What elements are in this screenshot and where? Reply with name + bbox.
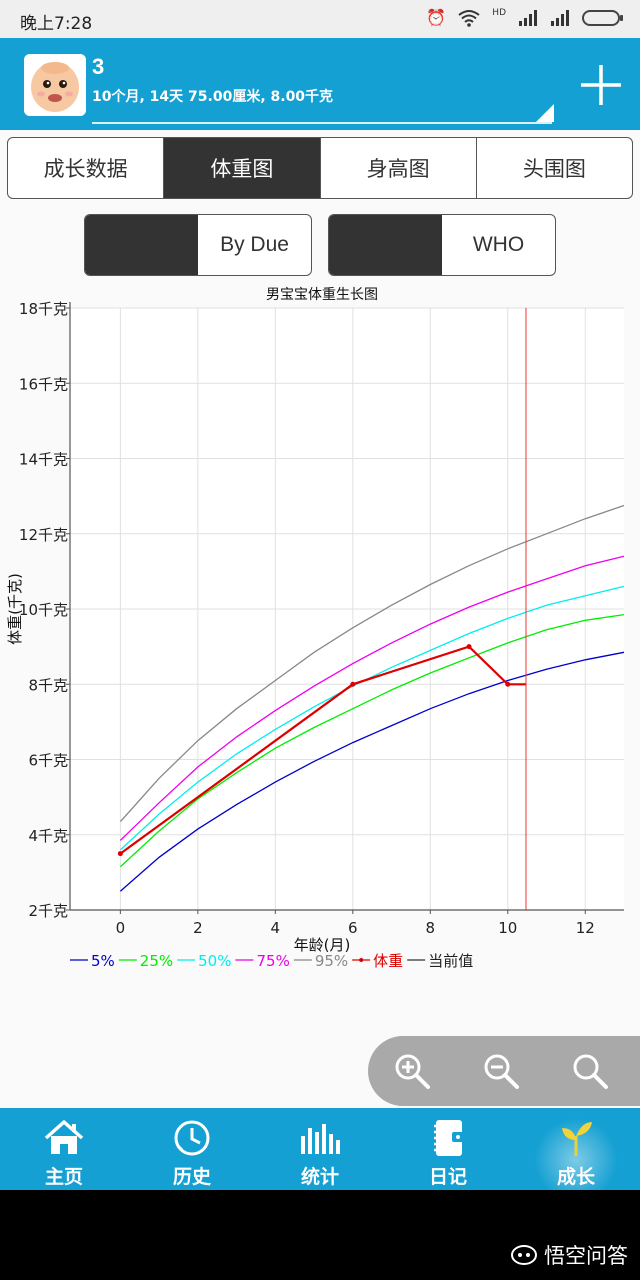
y-tick-label: 4千克	[28, 827, 68, 845]
tab-weight-chart[interactable]: 体重图	[164, 138, 321, 198]
nav-diary[interactable]: 日记	[384, 1108, 512, 1190]
by-dob-button[interactable]: By DOB	[85, 215, 198, 275]
y-tick-label: 8千克	[28, 676, 68, 694]
y-tick-label: 2千克	[28, 902, 68, 920]
weight-chart[interactable]: 2千克 4千克 6千克 8千克 10千克 12千克 14千克 16千克 18千克 0 2 4 6 8 10 1…	[0, 280, 640, 1100]
battery-icon	[582, 9, 623, 26]
series-line-1	[119, 613, 625, 868]
series-line-3	[119, 555, 625, 841]
weight-point	[117, 851, 123, 857]
weight-chart-svg: 2千克 4千克 6千克 8千克 10千克 12千克 14千克 16千克 18千克 0 2 4 6 8 10 1…	[6, 287, 625, 970]
tab-height-chart[interactable]: 身高图	[321, 138, 477, 198]
y-axis-label: 体重(千克)	[6, 573, 24, 645]
legend-label-1: 25%	[140, 952, 173, 970]
chart-tabs: 成长数据 体重图 身高图 头围图	[7, 137, 633, 199]
home-icon	[44, 1120, 84, 1154]
cdc-button[interactable]: CDC	[329, 215, 442, 275]
nav-history-label: 历史	[172, 1166, 211, 1188]
y-tick-label: 12千克	[19, 526, 68, 544]
y-tick-label: 18千克	[19, 300, 68, 318]
hd-label: HD	[492, 8, 506, 18]
x-tick-label: 10	[498, 919, 517, 937]
weight-point	[350, 681, 356, 687]
x-tick-label: 0	[116, 919, 126, 937]
status-icons: ⏰ HD	[426, 8, 623, 27]
sprout-icon	[562, 1122, 592, 1156]
watermark-text: 悟空问答	[544, 1244, 628, 1268]
x-tick-label: 6	[348, 919, 358, 937]
baby-name: 3	[92, 54, 105, 79]
alarm-icon: ⏰	[426, 8, 447, 27]
weight-point	[466, 644, 472, 650]
app-header: 3 10个月, 14天 75.00厘米, 8.00千克	[0, 38, 640, 130]
zoom-in-icon[interactable]	[392, 1051, 432, 1091]
dropdown-corner-icon[interactable]	[536, 104, 554, 122]
legend-label-6: 当前值	[428, 952, 473, 970]
y-tick-label: 6千克	[28, 752, 68, 770]
signal-icon	[519, 9, 537, 26]
series-line-0	[119, 651, 625, 892]
x-tick-label: 8	[426, 919, 436, 937]
y-tick-label: 16千克	[19, 375, 68, 393]
baby-info: 10个月, 14天 75.00厘米, 8.00千克	[92, 89, 334, 105]
series-line-4	[119, 504, 625, 823]
legend-label-0: 5%	[91, 952, 115, 970]
series-line-2	[119, 585, 625, 851]
signal-icon-2	[551, 9, 569, 26]
nav-home[interactable]: 主页	[0, 1108, 128, 1190]
nav-home-label: 主页	[44, 1166, 83, 1188]
zoom-reset-icon[interactable]	[570, 1051, 610, 1091]
legend-label-3: 75%	[256, 952, 289, 970]
x-tick-label: 2	[193, 919, 203, 937]
baby-avatar[interactable]	[24, 54, 86, 116]
system-bottom-bar	[0, 1190, 640, 1280]
who-button[interactable]: WHO	[472, 233, 525, 256]
content-area: 成长数据 体重图 身高图 头围图 By DOB By Due CDC WHO 2…	[0, 130, 640, 1108]
y-tick-label: 10千克	[19, 601, 68, 619]
legend-label-2: 50%	[198, 952, 231, 970]
weight-point	[505, 681, 511, 687]
date-basis-toggle: By DOB By Due	[84, 214, 312, 276]
stats-icon	[301, 1124, 340, 1154]
x-axis-label: 年龄(月)	[294, 936, 351, 954]
standard-toggle: CDC WHO	[328, 214, 556, 276]
wifi-icon	[458, 9, 480, 27]
x-tick-label: 12	[576, 919, 595, 937]
chart-title: 男宝宝体重生长图	[266, 287, 378, 303]
active-glow	[534, 1118, 618, 1202]
nav-history[interactable]: 历史	[128, 1108, 256, 1190]
history-icon	[174, 1120, 210, 1156]
nav-diary-label: 日记	[428, 1166, 467, 1188]
watermark: 悟空问答	[510, 1240, 628, 1270]
zoom-out-icon[interactable]	[481, 1051, 521, 1091]
status-time: 晚上7:28	[20, 14, 93, 34]
tab-growth-data[interactable]: 成长数据	[8, 138, 165, 198]
status-bar: 晚上7:28 ⏰ HD	[0, 0, 640, 38]
diary-icon	[434, 1120, 464, 1156]
zoom-panel	[368, 1036, 640, 1106]
tab-head-chart[interactable]: 头围图	[522, 157, 586, 181]
y-tick-label: 14千克	[19, 451, 68, 469]
nav-growth-label: 成长	[556, 1166, 595, 1188]
legend-label-4: 95%	[315, 952, 348, 970]
x-tick-label: 4	[271, 919, 281, 937]
by-due-button[interactable]: By Due	[220, 233, 289, 256]
add-icon[interactable]	[578, 62, 624, 108]
nav-growth[interactable]: 成长	[512, 1108, 640, 1202]
legend-marker	[359, 958, 364, 962]
nav-stats[interactable]: 统计	[256, 1108, 384, 1190]
watermark-logo-icon	[511, 1245, 537, 1265]
nav-stats-label: 统计	[300, 1166, 339, 1188]
bottom-nav: 主页 历史 统计 日记	[0, 1108, 640, 1202]
header-divider	[92, 122, 552, 124]
legend-label-5: 体重	[373, 952, 403, 970]
